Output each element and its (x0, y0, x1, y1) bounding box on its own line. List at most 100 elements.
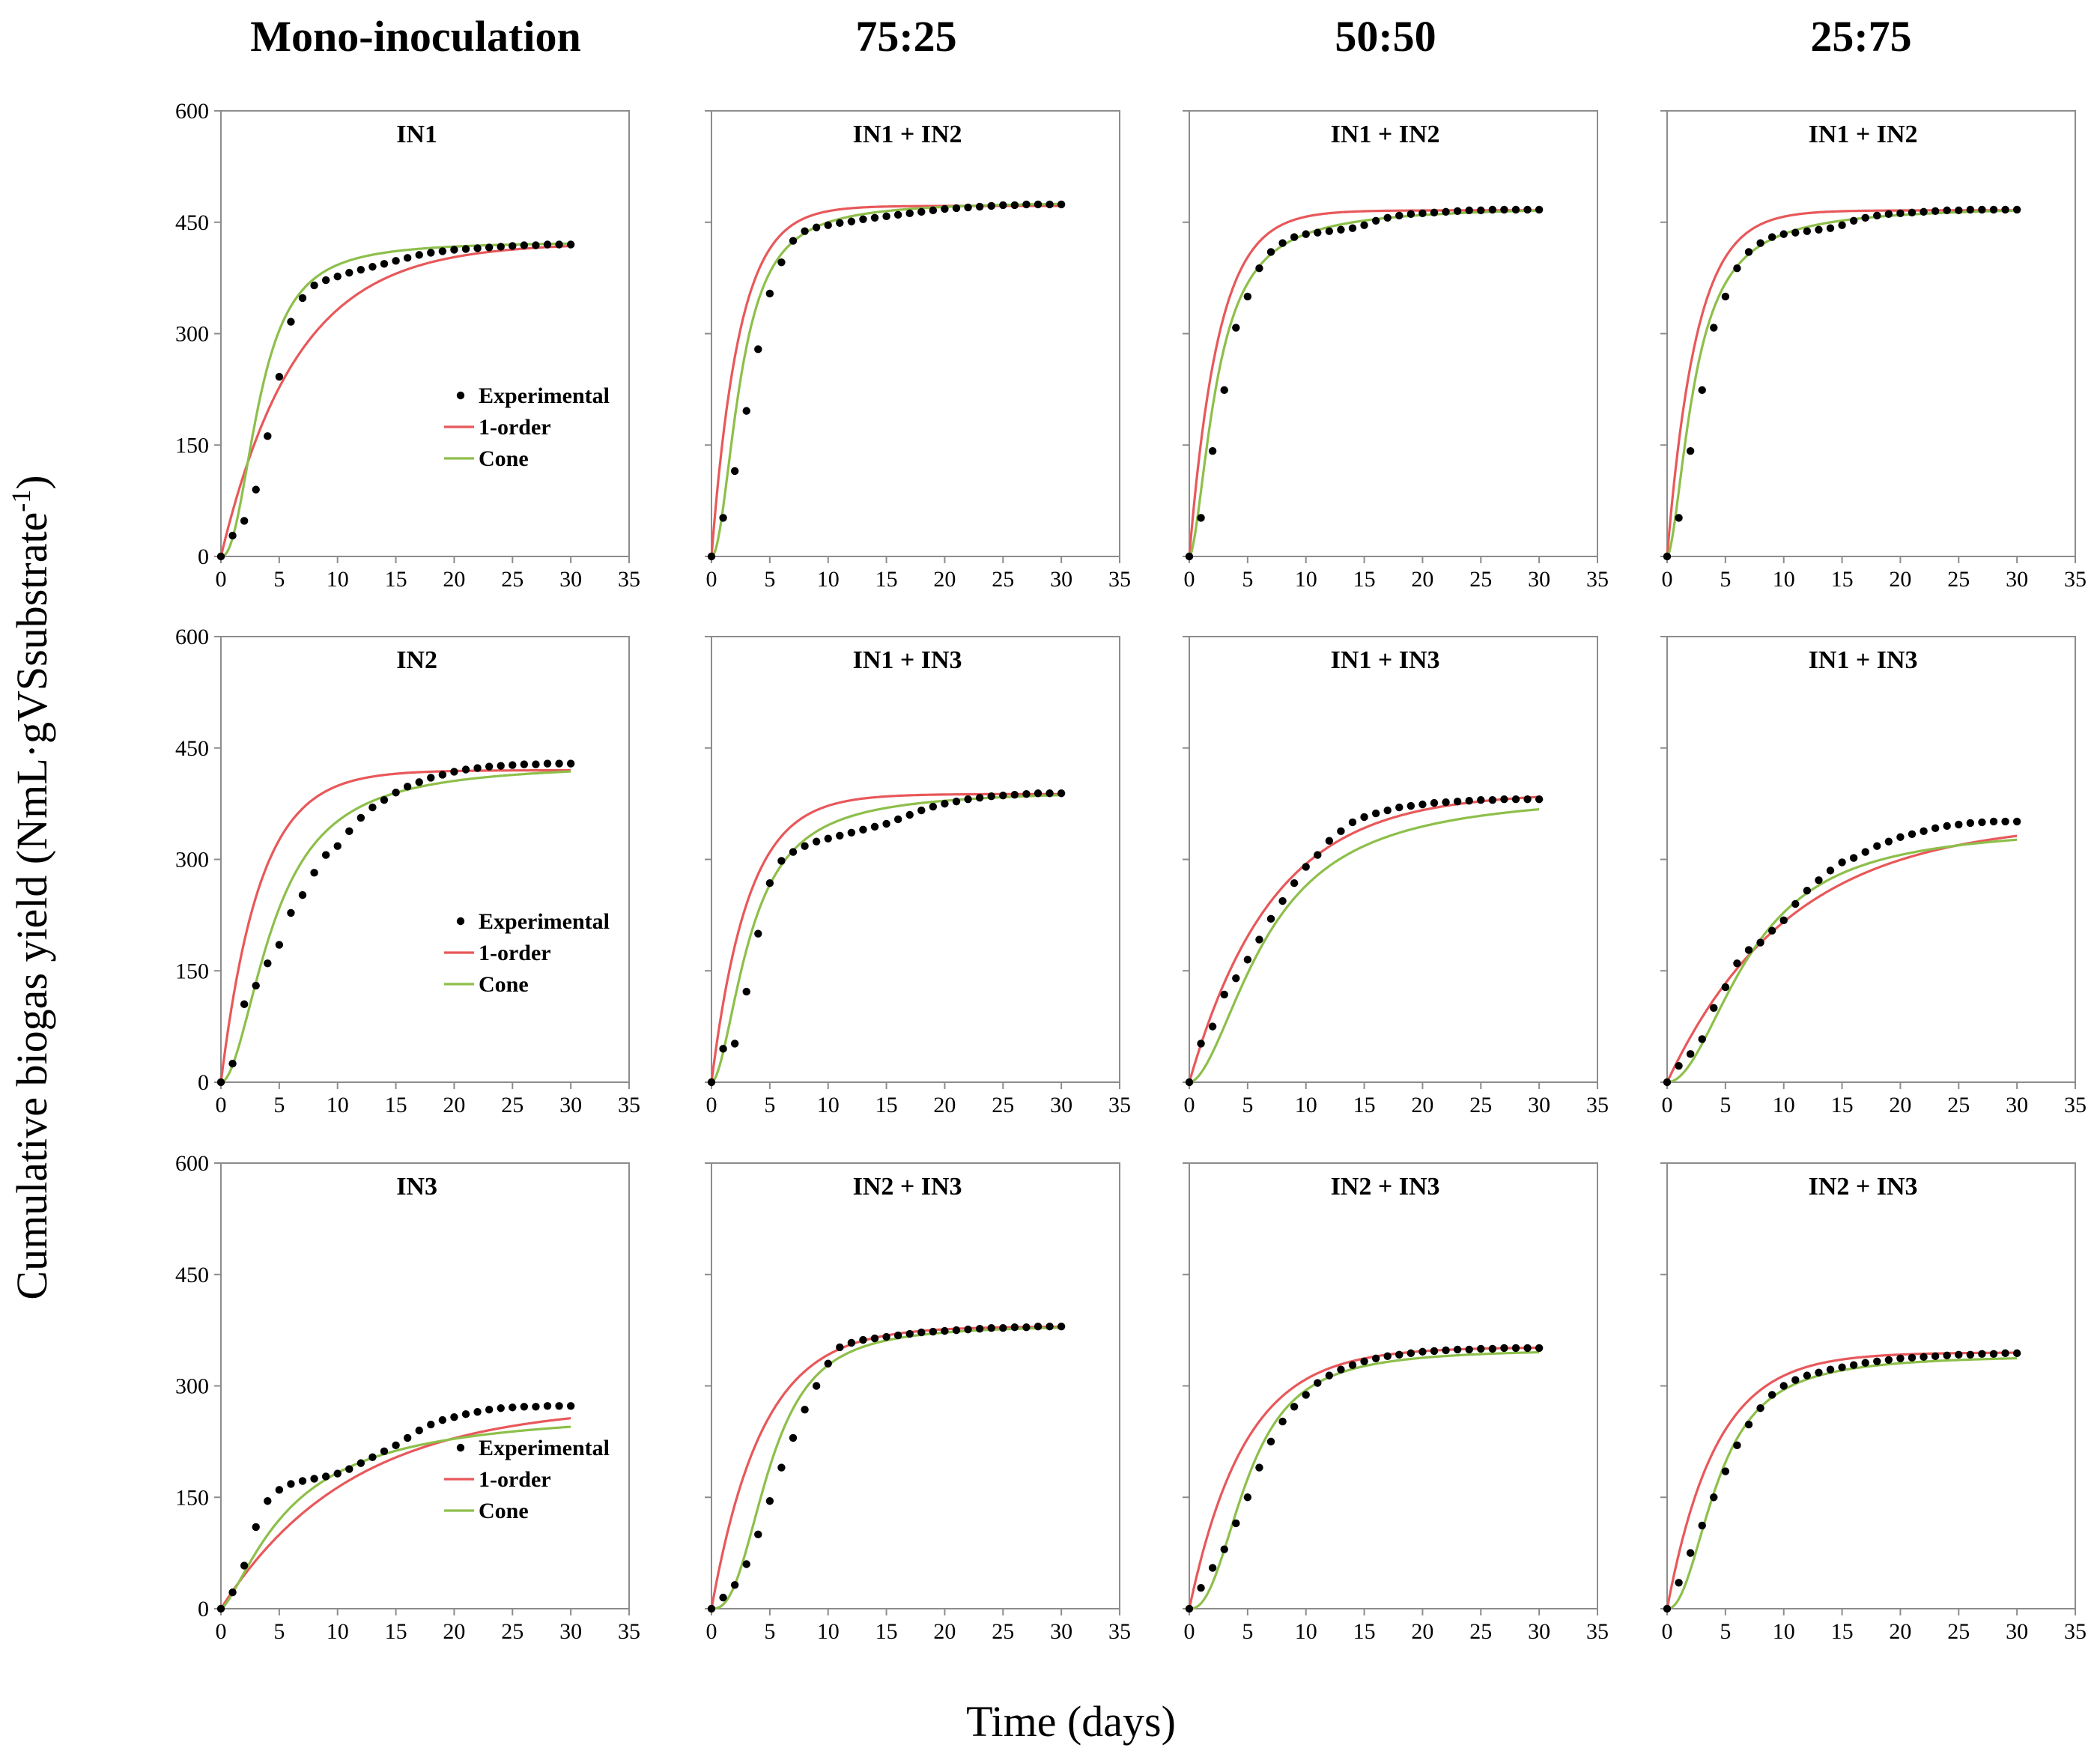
experimental-point (1477, 795, 1485, 804)
x-tick-label: 35 (1108, 567, 1131, 592)
experimental-point (497, 243, 505, 251)
experimental-point (1453, 797, 1462, 806)
experimental-point (1966, 205, 1975, 214)
experimental-point (987, 792, 995, 801)
x-tick-label: 20 (443, 1093, 465, 1117)
experimental-point (1686, 1549, 1695, 1557)
experimental-point (520, 1403, 529, 1411)
x-tick-label: 10 (817, 567, 840, 592)
experimental-point (1849, 854, 1858, 862)
experimental-point (509, 761, 517, 769)
experimental-point (438, 771, 447, 779)
experimental-point (298, 1477, 307, 1485)
experimental-point (1896, 209, 1905, 218)
experimental-point (824, 1359, 832, 1368)
x-tick-label: 10 (1773, 1619, 1795, 1644)
experimental-point (893, 815, 902, 824)
experimental-point (847, 828, 856, 837)
x-tick-label: 5 (1720, 1093, 1731, 1117)
experimental-point (1360, 813, 1368, 822)
experimental-point (473, 1408, 482, 1416)
legend-first-order-label: 1-order (479, 941, 551, 965)
experimental-point (870, 213, 879, 222)
experimental-point (555, 240, 563, 249)
experimental-point (427, 774, 435, 782)
experimental-point (356, 266, 365, 274)
experimental-point (1057, 200, 1066, 209)
experimental-point (1511, 205, 1520, 214)
legend-first-order-label: 1-order (479, 415, 551, 440)
chart-panel: 0 5 10 15 20 25 30 35 IN1 + IN2 (1660, 110, 2087, 592)
x-tick-label: 20 (933, 1619, 956, 1644)
experimental-point (1290, 879, 1299, 887)
experimental-point (1406, 1349, 1415, 1358)
experimental-point (1442, 1346, 1450, 1355)
x-tick-label: 30 (1528, 567, 1550, 592)
experimental-point (450, 1412, 458, 1421)
x-tick-label: 25 (501, 1093, 524, 1117)
experimental-point (1453, 1345, 1462, 1354)
experimental-point (1371, 1354, 1380, 1363)
experimental-point (1314, 1379, 1322, 1387)
plot-frame (1189, 636, 1598, 1083)
experimental-point (333, 842, 342, 850)
legend-first-order-label: 1-order (479, 1467, 551, 1492)
experimental-point (1861, 213, 1869, 222)
legend-experimental-label: Experimental (479, 1436, 610, 1460)
x-tick-label: 5 (1720, 1619, 1731, 1644)
x-tick-label: 30 (1050, 1619, 1072, 1644)
experimental-point (765, 289, 774, 298)
experimental-point (1348, 1361, 1357, 1369)
experimental-point (1873, 211, 1881, 220)
panel-title: IN1 + IN2 (853, 121, 962, 148)
experimental-point (1744, 248, 1753, 256)
experimental-point (543, 759, 552, 768)
experimental-point (859, 1335, 867, 1344)
experimental-point (1931, 824, 1940, 833)
experimental-point (240, 517, 249, 525)
experimental-point (1430, 798, 1439, 807)
experimental-point (1884, 210, 1893, 219)
x-tick-label: 0 (706, 1619, 717, 1644)
experimental-point (1989, 1350, 1998, 1359)
experimental-point (1395, 211, 1403, 220)
experimental-point (1675, 514, 1683, 522)
experimental-point (1477, 206, 1485, 215)
panel-title: IN2 + IN3 (1331, 1173, 1440, 1201)
panel-title: IN1 + IN3 (853, 646, 962, 674)
experimental-point (754, 345, 762, 353)
experimental-point (1022, 790, 1031, 798)
experimental-point (1465, 206, 1473, 215)
experimental-point (1197, 514, 1205, 522)
experimental-point (893, 210, 902, 219)
experimental-point (1849, 1361, 1858, 1369)
x-tick-label: 0 (1184, 1093, 1195, 1117)
experimental-point (543, 240, 552, 249)
experimental-point (543, 1402, 552, 1410)
experimental-point (1325, 837, 1334, 845)
experimental-point (707, 1604, 716, 1613)
plot-frame (220, 1162, 630, 1609)
experimental-point (765, 879, 774, 887)
experimental-point (461, 765, 470, 774)
y-tick-label: 150 (175, 959, 209, 983)
legend-experimental-marker (456, 917, 465, 926)
x-tick-label: 20 (1889, 1093, 1911, 1117)
cone-line (1666, 209, 2018, 557)
experimental-point (1943, 1351, 1951, 1360)
experimental-point (1955, 1350, 1963, 1359)
x-tick-label: 5 (1242, 1619, 1253, 1644)
experimental-point (999, 201, 1007, 210)
experimental-point (1779, 916, 1788, 925)
x-tick-label: 25 (501, 1619, 524, 1644)
x-tick-label: 0 (216, 1619, 227, 1644)
experimental-point (1744, 946, 1753, 954)
x-tick-label: 5 (273, 567, 285, 592)
experimental-point (1721, 1467, 1730, 1475)
panel-title: IN1 + IN3 (1331, 646, 1440, 674)
experimental-point (777, 857, 786, 865)
experimental-point (1978, 205, 1986, 214)
experimental-point (298, 294, 307, 303)
experimental-point (415, 251, 423, 259)
